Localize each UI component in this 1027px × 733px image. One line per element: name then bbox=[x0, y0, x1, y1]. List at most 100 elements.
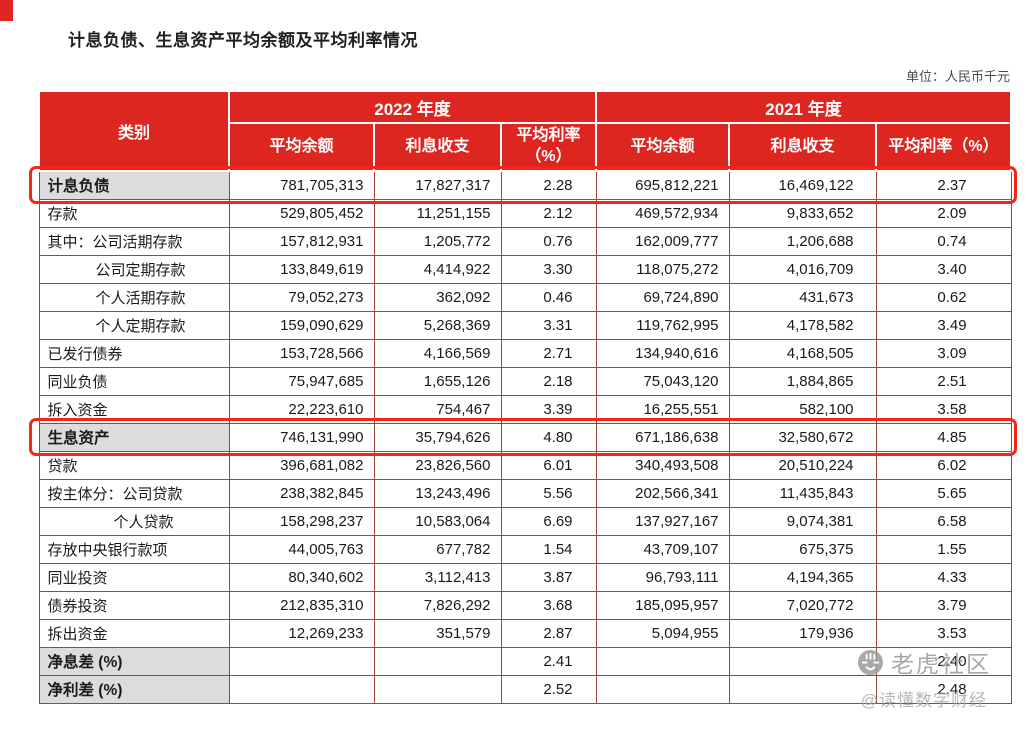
cell-value: 17,827,317 bbox=[373, 170, 502, 200]
cell-value: 7,020,772 bbox=[728, 590, 877, 620]
cell-value: 3.53 bbox=[875, 618, 1012, 648]
cell-value: 2.28 bbox=[500, 170, 597, 200]
page-title: 计息负债、生息资产平均余额及平均利率情况 bbox=[68, 31, 418, 50]
cell-value: 137,927,167 bbox=[595, 506, 730, 536]
table-row: 存款 529,805,452 11,251,155 2.12 469,572,934 9,… bbox=[38, 198, 1012, 228]
cell-value: 671,186,638 bbox=[595, 422, 730, 452]
cell-value: 3.30 bbox=[500, 254, 597, 284]
cell-value: 431,673 bbox=[728, 282, 877, 312]
cell-value: 79,052,273 bbox=[228, 282, 375, 312]
cell-value: 202,566,341 bbox=[595, 478, 730, 508]
cell-value: 6.69 bbox=[500, 506, 597, 536]
category-header: 类别 bbox=[38, 90, 230, 172]
cell-value: 3.40 bbox=[875, 254, 1012, 284]
row-category: 按主体分：公司贷款 bbox=[38, 478, 230, 508]
row-category: 其中：公司活期存款 bbox=[38, 226, 230, 256]
cell-value: 4,414,922 bbox=[373, 254, 502, 284]
cell-value: 1,655,126 bbox=[373, 366, 502, 396]
cell-value: 32,580,672 bbox=[728, 422, 877, 452]
row-category: 个人贷款 bbox=[38, 506, 230, 536]
cell-value: 22,223,610 bbox=[228, 394, 375, 424]
subheader-2022-avg-rate: 平均利率（%） bbox=[499, 122, 598, 172]
subheader-2022-interest: 利息收支 bbox=[373, 122, 502, 172]
cell-value: 3.79 bbox=[875, 590, 1012, 620]
cell-value bbox=[228, 646, 375, 676]
year-2021-header: 2021 年度 bbox=[595, 90, 1013, 124]
subheader-2021-avg-balance: 平均余额 bbox=[595, 122, 731, 172]
year-2022-header: 2022 年度 bbox=[227, 90, 598, 124]
table-row: 计息负债 781,705,313 17,827,317 2.28 695,812,221… bbox=[38, 170, 1012, 200]
cell-value: 153,728,566 bbox=[228, 338, 375, 368]
cell-value: 746,131,990 bbox=[228, 422, 375, 452]
table-row: 净息差 (%) 2.41 2.40 bbox=[38, 646, 1012, 676]
table-row: 按主体分：公司贷款 238,382,845 13,243,496 5.56 202,56… bbox=[38, 478, 1012, 508]
cell-value: 340,493,508 bbox=[595, 450, 730, 480]
cell-value: 2.18 bbox=[500, 366, 597, 396]
header-row-metrics: 平均余额 利息收支 平均利率（%） 平均余额 利息收支 平均利率（%） bbox=[39, 122, 1013, 172]
cell-value: 3,112,413 bbox=[373, 562, 502, 592]
row-category: 个人定期存款 bbox=[38, 310, 230, 340]
cell-value: 4,178,582 bbox=[728, 310, 877, 340]
cell-value: 75,043,120 bbox=[595, 366, 730, 396]
cell-value: 16,469,122 bbox=[728, 170, 877, 200]
row-category: 同业投资 bbox=[38, 562, 230, 592]
cell-value: 2.12 bbox=[500, 198, 597, 228]
cell-value: 162,009,777 bbox=[595, 226, 730, 256]
cell-value bbox=[728, 646, 877, 676]
cell-value: 179,936 bbox=[728, 618, 877, 648]
cell-value: 2.40 bbox=[875, 646, 1012, 676]
cell-value bbox=[595, 646, 730, 676]
table-row: 同业负债 75,947,685 1,655,126 2.18 75,043,120 1,8… bbox=[38, 366, 1012, 396]
row-category: 债券投资 bbox=[38, 590, 230, 620]
cell-value: 158,298,237 bbox=[228, 506, 375, 536]
cell-value: 3.09 bbox=[875, 338, 1012, 368]
cell-value: 133,849,619 bbox=[228, 254, 375, 284]
cell-value: 3.87 bbox=[500, 562, 597, 592]
cell-value: 23,826,560 bbox=[373, 450, 502, 480]
cell-value: 351,579 bbox=[373, 618, 502, 648]
cell-value: 2.71 bbox=[500, 338, 597, 368]
cell-value: 185,095,957 bbox=[595, 590, 730, 620]
cell-value: 3.58 bbox=[875, 394, 1012, 424]
cell-value: 2.41 bbox=[500, 646, 597, 676]
cell-value: 1,205,772 bbox=[373, 226, 502, 256]
cell-value: 2.37 bbox=[875, 170, 1012, 200]
cell-value: 5,094,955 bbox=[595, 618, 730, 648]
cell-value: 677,782 bbox=[373, 534, 502, 564]
rates-table-body: 计息负债 781,705,313 17,827,317 2.28 695,812,221… bbox=[38, 170, 1012, 704]
cell-value: 6.01 bbox=[500, 450, 597, 480]
cell-value: 212,835,310 bbox=[228, 590, 375, 620]
row-category: 已发行债券 bbox=[38, 338, 230, 368]
cell-value: 16,255,551 bbox=[595, 394, 730, 424]
table-row: 个人贷款 158,298,237 10,583,064 6.69 137,927,167… bbox=[38, 506, 1012, 536]
row-category: 净息差 (%) bbox=[38, 646, 230, 676]
row-category: 拆出资金 bbox=[38, 618, 230, 648]
table-row: 生息资产 746,131,990 35,794,626 4.80 671,186,638… bbox=[38, 422, 1012, 452]
table-row: 个人定期存款 159,090,629 5,268,369 3.31 119,762,99… bbox=[38, 310, 1012, 340]
table-row: 贷款 396,681,082 23,826,560 6.01 340,493,508 20… bbox=[38, 450, 1012, 480]
cell-value: 159,090,629 bbox=[228, 310, 375, 340]
cell-value: 4.80 bbox=[500, 422, 597, 452]
cell-value: 43,709,107 bbox=[595, 534, 730, 564]
unit-label: 单位：人民币千元 bbox=[905, 69, 1010, 84]
cell-value bbox=[595, 674, 730, 704]
table-row: 其中：公司活期存款 157,812,931 1,205,772 0.76 162,009… bbox=[38, 226, 1012, 256]
rates-table: 类别 2022 年度 2021 年度 平均余额 利息收支 平均利率（%） 平均余额 利息… bbox=[38, 90, 1013, 704]
table-row: 已发行债券 153,728,566 4,166,569 2.71 134,940,616… bbox=[38, 338, 1012, 368]
row-category: 计息负债 bbox=[38, 170, 230, 200]
cell-value: 134,940,616 bbox=[595, 338, 730, 368]
cell-value: 1.55 bbox=[875, 534, 1012, 564]
cell-value: 9,833,652 bbox=[728, 198, 877, 228]
cell-value: 20,510,224 bbox=[728, 450, 877, 480]
cell-value: 5.56 bbox=[500, 478, 597, 508]
cell-value: 7,826,292 bbox=[373, 590, 502, 620]
cell-value: 0.62 bbox=[875, 282, 1012, 312]
cell-value: 4,166,569 bbox=[373, 338, 502, 368]
table-row: 公司定期存款 133,849,619 4,414,922 3.30 118,075,27… bbox=[38, 254, 1012, 284]
row-category: 净利差 (%) bbox=[38, 674, 230, 704]
cell-value: 157,812,931 bbox=[228, 226, 375, 256]
row-category: 存放中央银行款项 bbox=[38, 534, 230, 564]
cell-value: 0.46 bbox=[500, 282, 597, 312]
corner-accent-mark bbox=[0, 0, 13, 21]
cell-value: 469,572,934 bbox=[595, 198, 730, 228]
